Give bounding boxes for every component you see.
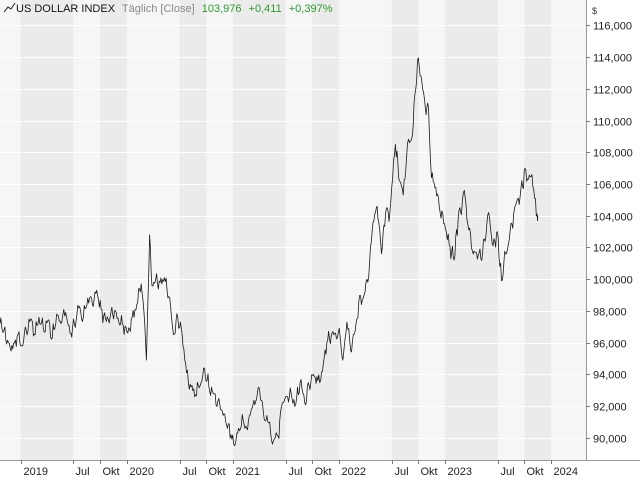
- x-tick-label: 2022: [342, 466, 366, 478]
- time-band: [99, 0, 127, 460]
- chart-header: US DOLLAR INDEX Täglich [Close] 103,976 …: [4, 3, 336, 15]
- time-band: [445, 0, 498, 460]
- time-band: [20, 0, 74, 460]
- y-tick-label: 106,000: [593, 180, 633, 192]
- symbol-name: US DOLLAR INDEX: [16, 3, 116, 15]
- y-tick-label: 114,000: [593, 53, 632, 65]
- time-band: [179, 0, 207, 460]
- x-tick-label: Jul: [395, 466, 409, 478]
- x-tick-label: Jul: [76, 466, 90, 478]
- y-tick-label: 94,000: [593, 370, 627, 382]
- last-price: 103,976: [201, 3, 242, 15]
- x-tick-label: Jul: [501, 466, 515, 478]
- x-tick-label: Okt: [103, 466, 120, 478]
- x-tick-label: Okt: [527, 466, 544, 478]
- y-tick-label: 98,000: [593, 307, 627, 319]
- time-band: [312, 0, 340, 460]
- x-tick-label: 2024: [554, 466, 578, 478]
- y-tick-label: 100,000: [593, 275, 633, 287]
- x-tick-label: Okt: [421, 466, 438, 478]
- x-tick-label: Okt: [315, 466, 332, 478]
- y-tick-label: 112,000: [593, 85, 632, 97]
- y-tick-label: 104,000: [593, 212, 633, 224]
- x-tick-label: Jul: [289, 466, 303, 478]
- time-band: [233, 0, 286, 460]
- currency-label: $: [592, 6, 597, 16]
- x-tick-label: 2019: [24, 466, 48, 478]
- grid-lines: [0, 25, 586, 439]
- time-band: [524, 0, 552, 460]
- time-bands: [0, 0, 586, 460]
- y-tick-label: 110,000: [593, 117, 632, 129]
- line-chart-icon: [4, 3, 16, 13]
- y-tick-label: 92,000: [593, 402, 627, 414]
- y-axis: $90,000 92,000 94,000 96,000 98,000 100,000 10…: [586, 0, 633, 460]
- x-tick-label: 2020: [130, 466, 154, 478]
- x-tick-label: 2023: [448, 466, 472, 478]
- y-tick-label: 108,000: [593, 148, 633, 160]
- series-layer: [0, 57, 539, 447]
- x-tick-label: Okt: [209, 466, 226, 478]
- series-line: [0, 57, 539, 447]
- y-tick-label: 96,000: [593, 339, 627, 351]
- price-change: +0,411: [248, 3, 282, 15]
- plot-background: [0, 0, 586, 460]
- y-tick-label: 102,000: [593, 243, 633, 255]
- time-band: [391, 0, 419, 460]
- chart-mode: Täglich [Close]: [121, 3, 195, 15]
- y-tick-label: 90,000: [593, 434, 627, 446]
- x-tick-label: Jul: [183, 466, 197, 478]
- x-tick-label: 2021: [236, 466, 260, 478]
- x-axis: 2019 Jul Okt 2020 Jul Okt 2021 Jul Okt 2022 Jul Okt…: [0, 460, 640, 478]
- y-tick-label: 116,000: [593, 21, 632, 33]
- price-change-percent: +0,397%: [288, 3, 333, 15]
